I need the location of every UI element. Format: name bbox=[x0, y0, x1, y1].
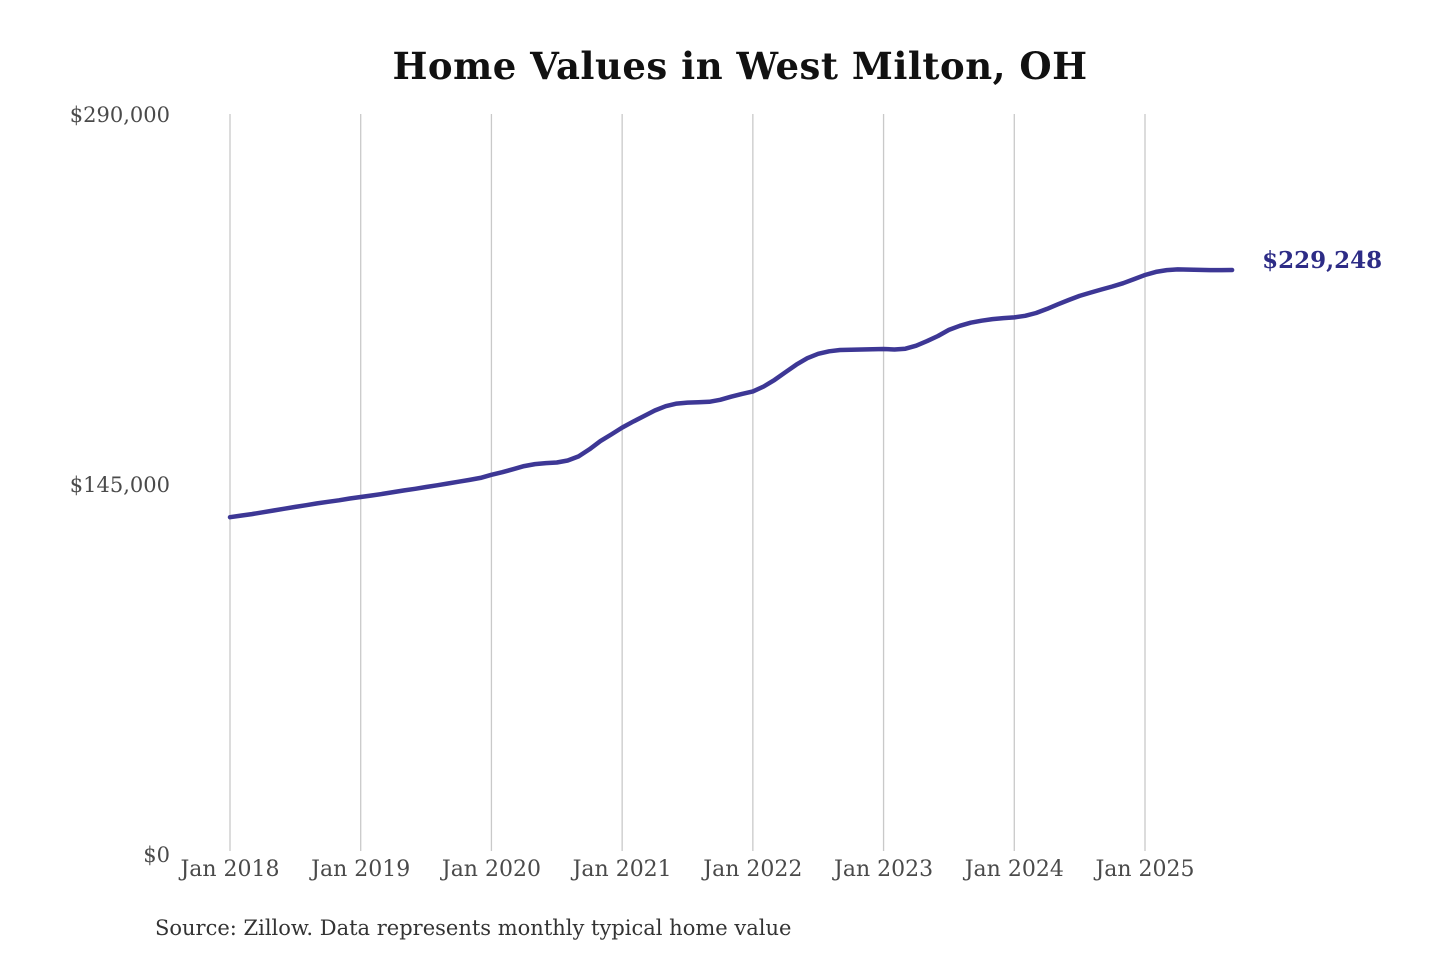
x-tick-label: Jan 2018 bbox=[180, 857, 280, 882]
source-note: Source: Zillow. Data represents monthly … bbox=[155, 916, 792, 940]
latest-value-label: $229,248 bbox=[1262, 247, 1383, 275]
x-tick-label: Jan 2022 bbox=[703, 857, 803, 882]
x-tick-label: Jan 2019 bbox=[311, 857, 411, 882]
vertical-gridlines bbox=[229, 114, 1146, 851]
y-tick-label: $0 bbox=[143, 843, 170, 867]
x-tick-label: Jan 2021 bbox=[572, 857, 672, 882]
home-value-line bbox=[227, 267, 1235, 520]
y-tick-label: $145,000 bbox=[69, 473, 170, 497]
x-tick-label: Jan 2020 bbox=[441, 857, 541, 882]
x-tick-label: Jan 2023 bbox=[834, 857, 934, 882]
chart-title: Home Values in West Milton, OH bbox=[392, 44, 1088, 88]
x-tick-label: Jan 2025 bbox=[1095, 857, 1195, 882]
y-tick-label: $290,000 bbox=[69, 103, 170, 127]
x-tick-label: Jan 2024 bbox=[964, 857, 1064, 882]
